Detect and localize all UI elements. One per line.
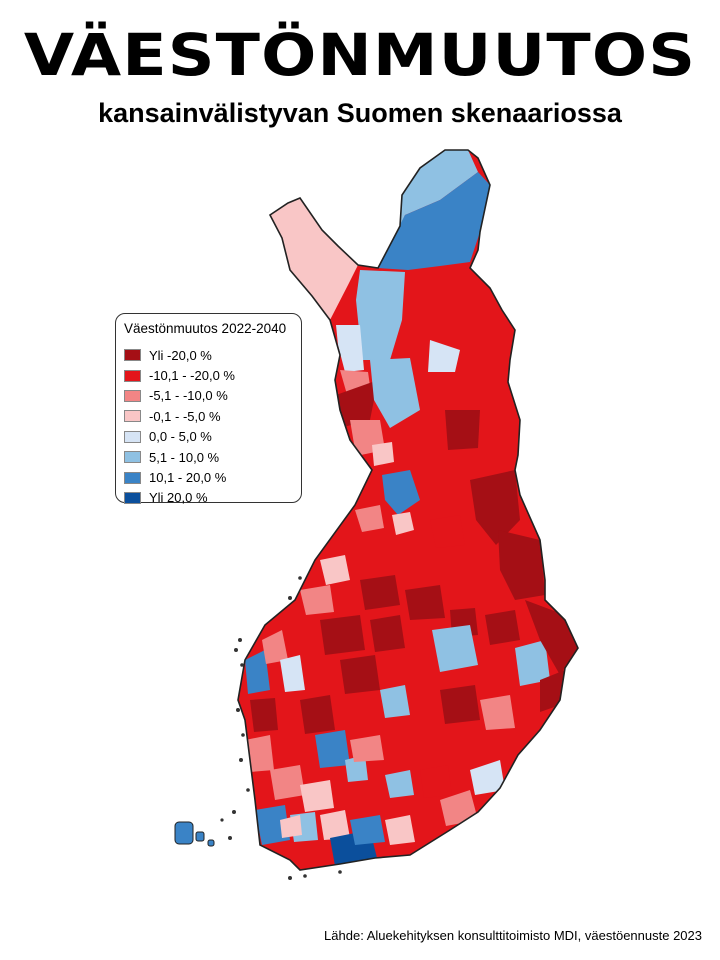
page-title: VÄESTÖNMUUTOS	[23, 21, 697, 89]
region-utsjoki-inari	[378, 172, 490, 270]
region-joensuu-west	[485, 610, 520, 645]
legend-label: 5,1 - 10,0 %	[149, 449, 220, 465]
region-haparanda-coast	[372, 442, 394, 466]
region-loimaa	[280, 815, 302, 838]
legend-title: Väestönmuutos 2022-2040	[124, 321, 287, 336]
legend-label: Yli 20,0 %	[149, 490, 208, 506]
page-subtitle: kansainvälistyvan Suomen skenaariossa	[98, 98, 622, 128]
region-tampere	[315, 730, 350, 768]
region-kuopio	[432, 625, 478, 672]
region-kymi	[420, 765, 452, 798]
region-lahti	[385, 770, 414, 798]
legend-item: Yli 20,0 %	[124, 488, 293, 508]
legend-swatch	[124, 430, 141, 443]
region-ostro-2	[300, 585, 334, 615]
region-espoo	[350, 815, 385, 845]
region-raahe	[355, 505, 384, 532]
region-enontekio	[270, 198, 358, 320]
region-joensuu	[515, 640, 550, 686]
region-kotka	[440, 790, 478, 826]
legend-swatch	[124, 471, 141, 484]
region-central-4	[370, 615, 405, 652]
region-south-1	[270, 765, 305, 800]
legend-item: -5,1 - -10,0 %	[124, 386, 293, 406]
region-pori	[245, 735, 274, 772]
legend-swatch	[124, 410, 141, 423]
region-hame	[350, 735, 384, 762]
region-sodankyla	[428, 340, 460, 372]
region-west-coast-3	[250, 698, 278, 732]
region-posio	[445, 410, 480, 450]
region-oulu-south-1	[392, 512, 414, 535]
legend-label: 10,1 - 20,0 %	[149, 470, 227, 486]
region-ostro-1	[320, 555, 350, 585]
region-south-2	[300, 780, 334, 812]
legend-items: Yli -20,0 % -10,1 - -20,0 % -5,1 - -10,0 %…	[124, 345, 293, 508]
region-kuusamo	[470, 470, 520, 545]
legend-label: Yli -20,0 %	[149, 347, 212, 363]
coastal-islands	[220, 576, 342, 880]
region-turku	[255, 805, 290, 845]
region-lohja	[320, 810, 350, 840]
region-pirkanmaa-1	[300, 695, 335, 734]
region-central-2	[405, 585, 445, 620]
legend-swatch	[124, 491, 141, 504]
legend-label: -5,1 - -10,0 %	[149, 388, 228, 404]
aland-islands	[174, 821, 215, 847]
legend-item: 0,0 - 5,0 %	[124, 427, 293, 447]
region-lappeenranta	[470, 760, 505, 795]
region-central-1	[360, 575, 400, 610]
legend-swatch	[124, 389, 141, 402]
legend-label: -10,1 - -20,0 %	[149, 368, 235, 384]
legend-item: Yli -20,0 %	[124, 345, 293, 365]
region-mikkeli	[480, 695, 515, 730]
region-central-3	[320, 615, 365, 655]
region-kolari	[336, 325, 364, 372]
map-legend: Väestönmuutos 2022-2040 Yli -20,0 % -10,1…	[115, 313, 302, 505]
region-jyvaskyla-area	[380, 685, 410, 718]
legend-item: 5,1 - 10,0 %	[124, 447, 293, 467]
legend-label: -0,1 - -5,0 %	[149, 408, 221, 424]
finland-outline	[237, 149, 579, 871]
legend-label: 0,0 - 5,0 %	[149, 429, 212, 445]
region-kainuu-east	[498, 530, 545, 600]
region-kajaani	[430, 515, 465, 548]
legend-swatch	[124, 349, 141, 362]
legend-swatch	[124, 451, 141, 464]
region-ylitornio	[336, 380, 378, 428]
region-porvoo	[385, 815, 415, 845]
region-tampere-2	[345, 755, 368, 782]
source-note: Lähde: Aluekehityksen konsulttitoimisto …	[324, 928, 702, 943]
region-rovaniemi	[370, 358, 420, 428]
region-west-coast-2	[280, 655, 305, 692]
region-vaasa	[245, 650, 270, 694]
region-west-coast-1	[262, 630, 288, 664]
region-central-7	[440, 685, 480, 724]
region-oulu	[382, 470, 420, 515]
region-kittila	[356, 270, 405, 360]
legend-swatch	[124, 369, 141, 382]
region-central-6	[340, 655, 380, 694]
finland-choropleth-map	[174, 149, 579, 880]
legend-item: -10,1 - -20,0 %	[124, 365, 293, 385]
legend-item: -0,1 - -5,0 %	[124, 406, 293, 426]
legend-item: 10,1 - 20,0 %	[124, 467, 293, 487]
